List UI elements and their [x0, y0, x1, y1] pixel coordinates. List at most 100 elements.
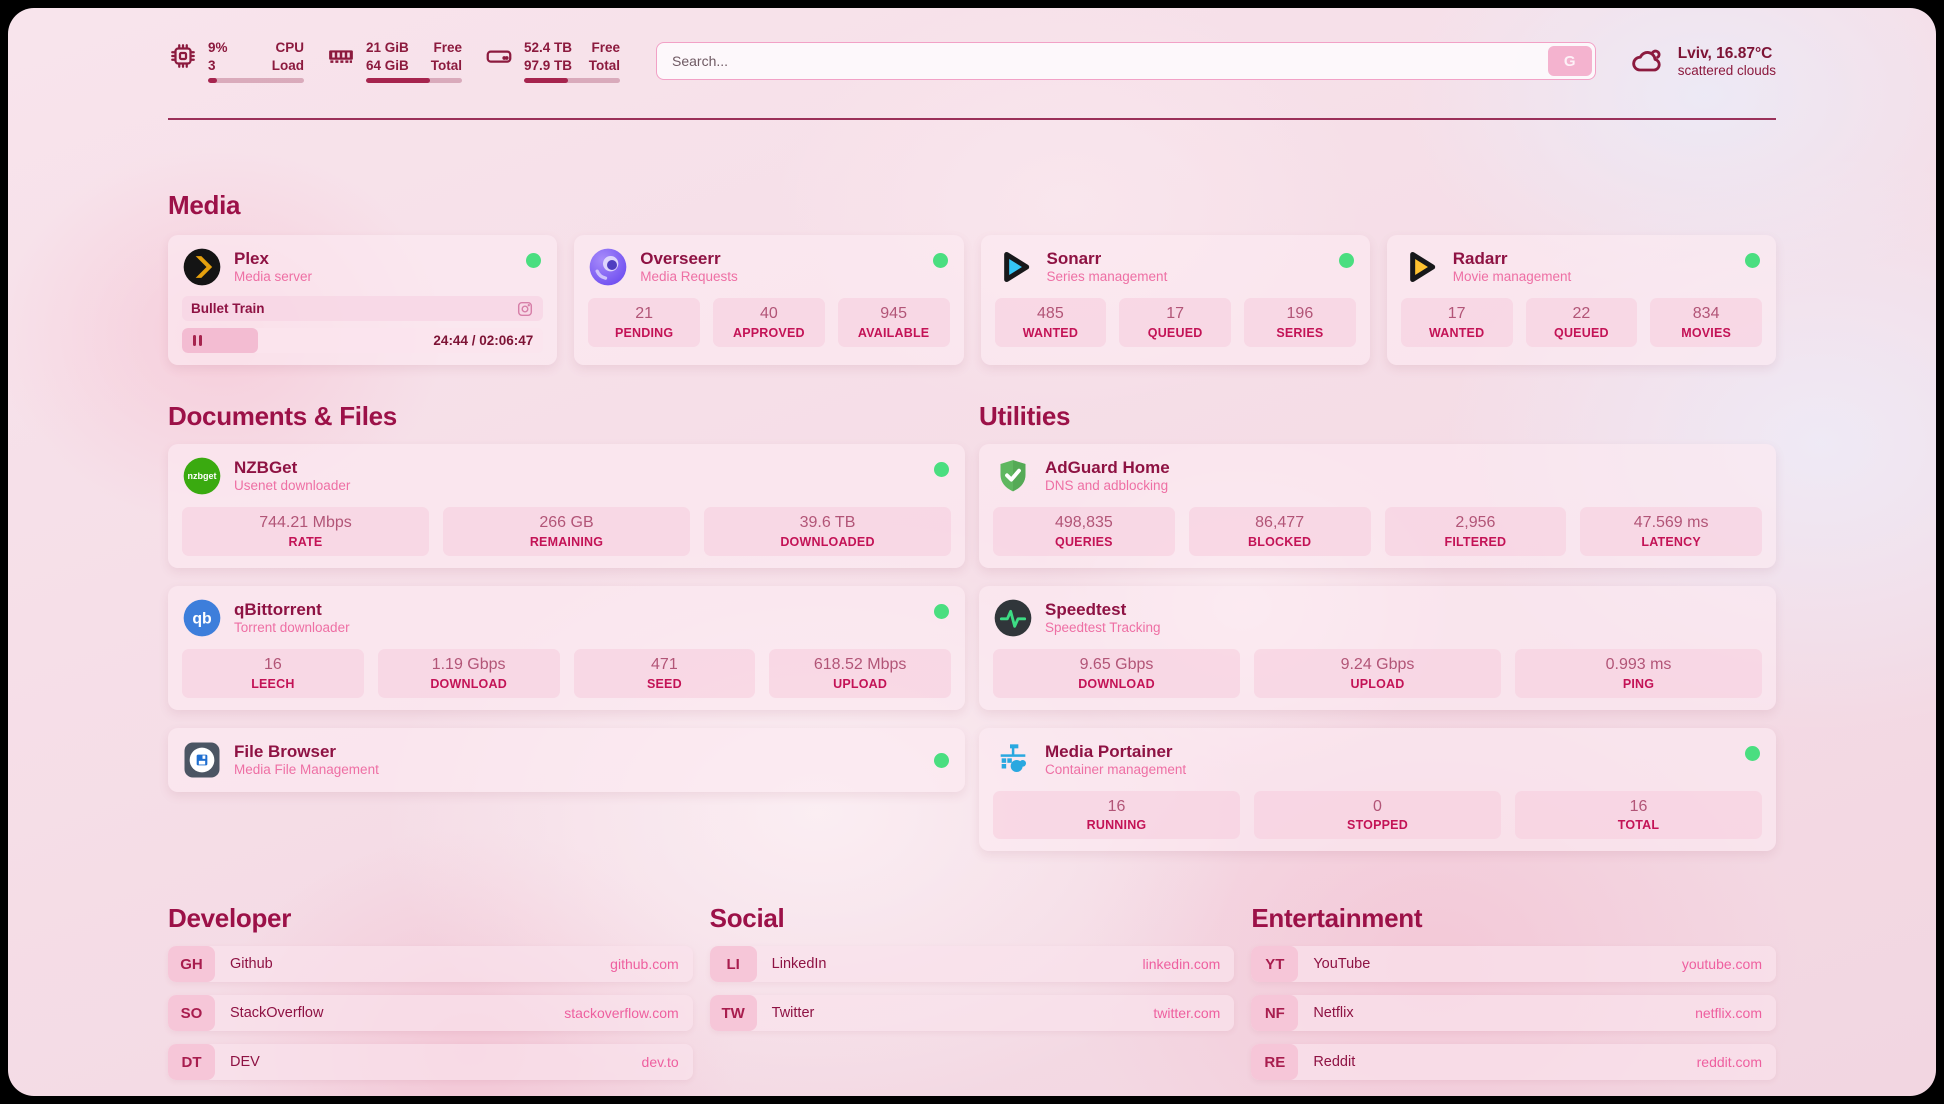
stat-label: APPROVED — [732, 325, 805, 340]
memory-widget: 21 GiB 64 GiB Free Total — [326, 39, 462, 84]
section-title-social: Social — [709, 903, 785, 934]
stat-download: 9.65 Gbps DOWNLOAD — [993, 648, 1240, 698]
link-name: StackOverflow — [230, 1005, 324, 1022]
link-stackoverflow[interactable]: SO StackOverflow stackoverflow.com — [168, 995, 693, 1032]
app-card-radarr[interactable]: Radarr Movie management 17 WANTED 22 QUE… — [1386, 235, 1776, 365]
link-name: Github — [230, 956, 273, 973]
app-card-portainer[interactable]: Media Portainer Container management 16 … — [979, 727, 1776, 852]
app-card-nzbget[interactable]: nzbget NZBGet Usenet downloader 744.21 M… — [168, 444, 965, 568]
stat-label: RUNNING — [1086, 818, 1147, 833]
link-tag: NF — [1251, 995, 1299, 1032]
app-card-plex[interactable]: Plex Media server Bullet Train — [168, 235, 558, 365]
stat-value: 485 — [1037, 305, 1064, 322]
app-description: Movie management — [1452, 269, 1572, 285]
app-description: Media Requests — [640, 269, 738, 285]
stat-movies: 834 MOVIES — [1650, 298, 1762, 347]
memory-total-value: 64 GiB — [366, 57, 409, 73]
overseerr-icon — [588, 247, 628, 287]
app-description: Media File Management — [234, 761, 379, 777]
stat-value: 266 GB — [539, 514, 594, 531]
link-tag: SO — [168, 995, 215, 1032]
link-url: reddit.com — [1696, 1054, 1762, 1071]
playback-time: 24:44 / 02:06:47 — [433, 333, 534, 348]
link-linkedin[interactable]: LI LinkedIn linkedin.com — [709, 946, 1235, 983]
stat-value: 9.65 Gbps — [1079, 655, 1154, 673]
nzbget-icon: nzbget — [182, 456, 222, 496]
app-card-filebrowser[interactable]: File Browser Media File Management — [168, 727, 965, 792]
stat-value: 21 — [635, 305, 654, 322]
stat-value: 196 — [1286, 305, 1314, 322]
storage-total-label: Total — [588, 57, 620, 73]
search-bar: G — [656, 42, 1596, 80]
link-twitter[interactable]: TW Twitter twitter.com — [709, 995, 1235, 1032]
stat-label: FILTERED — [1444, 534, 1507, 549]
link-url: github.com — [610, 956, 679, 973]
app-title: qBittorrent — [234, 599, 322, 619]
stat-value: 16 — [263, 655, 282, 673]
app-title: Overseerr — [640, 248, 721, 268]
app-card-speedtest[interactable]: Speedtest Speedtest Tracking 9.65 Gbps D… — [979, 585, 1776, 710]
stat-available: 945 AVAILABLE — [837, 298, 950, 347]
stat-label: TOTAL — [1617, 818, 1660, 833]
link-reddit[interactable]: RE Reddit reddit.com — [1251, 1044, 1776, 1081]
stat-seed: 471 SEED — [573, 648, 756, 698]
stat-value: 17 — [1166, 305, 1185, 322]
link-tag: RE — [1251, 1044, 1299, 1081]
stat-value: 17 — [1447, 305, 1466, 322]
link-name: Twitter — [771, 1005, 815, 1022]
status-online-dot — [934, 462, 949, 477]
stat-downloaded: 39.6 TB DOWNLOADED — [704, 507, 951, 556]
cpu-progress-bar — [208, 78, 304, 84]
status-online-dot — [932, 253, 948, 268]
stat-label: SERIES — [1276, 325, 1324, 340]
link-tag: DT — [168, 1044, 215, 1081]
cpu-widget: 9% 3 CPU Load — [168, 39, 304, 84]
section-title-entertainment: Entertainment — [1251, 903, 1423, 934]
stat-label: QUEUED — [1147, 325, 1203, 340]
stat-approved: 40 APPROVED — [713, 298, 825, 347]
stat-label: PING — [1622, 676, 1655, 691]
link-tag: YT — [1251, 946, 1299, 983]
stat-value: 16 — [1107, 797, 1126, 815]
app-title: NZBGet — [234, 457, 298, 477]
stat-label: QUERIES — [1055, 534, 1113, 549]
stat-wanted: 17 WANTED — [1400, 298, 1513, 347]
app-card-sonarr[interactable]: Sonarr Series management 485 WANTED 17 Q… — [980, 235, 1370, 365]
stat-value: 945 — [880, 305, 907, 322]
stat-label: BLOCKED — [1248, 534, 1312, 549]
top-bar: 9% 3 CPU Load — [168, 8, 1776, 90]
developer-links-column: Developer GH Github github.com SO StackO… — [168, 903, 693, 1081]
stat-value: 744.21 Mbps — [259, 514, 352, 531]
link-dev-to[interactable]: DT DEV dev.to — [168, 1044, 693, 1081]
link-netflix[interactable]: NF Netflix netflix.com — [1251, 995, 1776, 1032]
stat-value: 0.993 ms — [1605, 655, 1672, 673]
section-title-documents: Documents & Files — [168, 401, 397, 431]
stat-label: WANTED — [1022, 325, 1079, 340]
link-youtube[interactable]: YT YouTube youtube.com — [1251, 946, 1776, 983]
stat-value: 40 — [759, 305, 778, 322]
stat-label: LEECH — [251, 676, 295, 691]
link-github[interactable]: GH Github github.com — [168, 946, 693, 983]
scattered-clouds-icon — [1630, 43, 1666, 79]
status-online-dot — [526, 253, 542, 268]
link-name: Reddit — [1313, 1054, 1356, 1071]
app-description: Torrent downloader — [234, 619, 350, 635]
stat-leech: 16 LEECH — [182, 648, 364, 698]
link-url: linkedin.com — [1142, 956, 1221, 973]
app-card-overseerr[interactable]: Overseerr Media Requests 21 PENDING 40 A… — [574, 235, 964, 365]
app-card-qbittorrent[interactable]: qb qBittorrent Torrent downloader 16 — [168, 585, 965, 710]
stat-filtered: 2,956 FILTERED — [1384, 507, 1567, 556]
app-description: DNS and adblocking — [1045, 478, 1169, 494]
app-description: Media server — [234, 269, 313, 285]
stat-value: 0 — [1373, 797, 1382, 815]
stat-ping: 0.993 ms PING — [1515, 648, 1762, 698]
search-input[interactable] — [660, 53, 1548, 69]
stat-rate: 744.21 Mbps RATE — [182, 507, 429, 556]
app-card-adguard[interactable]: AdGuard Home DNS and adblocking 498,835 … — [979, 444, 1776, 568]
stat-label: QUEUED — [1554, 325, 1609, 340]
sonarr-icon — [995, 247, 1035, 287]
cpu-label: CPU — [275, 39, 304, 55]
stat-value: 2,956 — [1455, 514, 1496, 531]
stat-download: 1.19 Gbps DOWNLOAD — [377, 648, 560, 698]
search-engine-button[interactable]: G — [1547, 46, 1592, 76]
